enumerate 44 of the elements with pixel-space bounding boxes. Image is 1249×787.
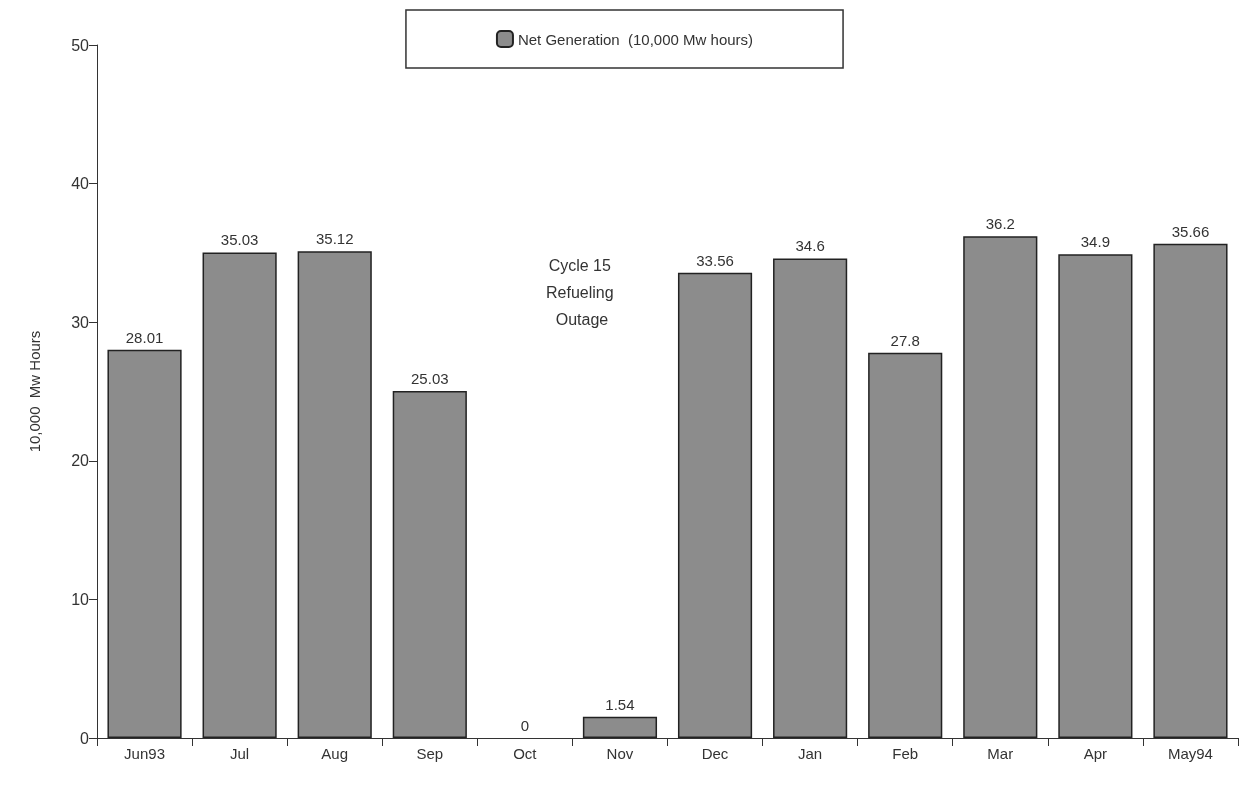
x-tick-label: Feb bbox=[892, 745, 919, 762]
data-label: 35.03 bbox=[220, 231, 259, 249]
y-axis-title: 10,000 Mw Hours bbox=[26, 330, 43, 453]
x-tick-label: Aug bbox=[321, 745, 349, 762]
data-label: 34.6 bbox=[795, 237, 825, 255]
data-label: 35.66 bbox=[1171, 222, 1210, 240]
data-label: 25.03 bbox=[411, 370, 449, 388]
bar bbox=[1058, 254, 1133, 738]
bar bbox=[868, 352, 943, 738]
x-tick-label: Apr bbox=[1083, 745, 1108, 762]
annotation: Cycle 15 Refueling Outage bbox=[545, 257, 619, 328]
x-tick-label: Jan bbox=[798, 745, 823, 762]
x-tick-label: Oct bbox=[513, 745, 538, 762]
data-label: 28.01 bbox=[125, 328, 164, 346]
bar bbox=[963, 236, 1038, 738]
data-label: 35.12 bbox=[315, 230, 354, 248]
bar bbox=[1153, 243, 1228, 738]
legend-label: Net Generation (10,000 Mw hours) bbox=[517, 30, 754, 48]
y-tick-label: 50 bbox=[71, 36, 90, 54]
x-tick-label: May94 bbox=[1167, 745, 1213, 762]
data-label: 33.56 bbox=[696, 251, 734, 269]
data-label: 1.54 bbox=[605, 695, 635, 713]
y-tick-label: 30 bbox=[71, 313, 90, 331]
x-tick-label: Dec bbox=[701, 745, 729, 762]
y-tick-label: 0 bbox=[80, 729, 90, 747]
bar bbox=[297, 251, 372, 738]
x-tick-label: Jul bbox=[230, 745, 250, 762]
bar bbox=[392, 391, 467, 738]
bar bbox=[582, 716, 658, 738]
bar bbox=[677, 272, 753, 738]
x-tick-label: Nov bbox=[606, 745, 634, 762]
x-tick-label: Sep bbox=[416, 745, 444, 762]
data-label: 27.8 bbox=[890, 331, 920, 349]
y-tick-label: 20 bbox=[71, 452, 90, 470]
data-label: 34.9 bbox=[1080, 233, 1110, 251]
x-tick-label: Jun93 bbox=[124, 745, 165, 762]
x-tick-label: Mar bbox=[987, 745, 1014, 762]
data-label: 36.2 bbox=[985, 215, 1015, 233]
bar bbox=[773, 258, 848, 738]
bar bbox=[107, 349, 182, 738]
bar bbox=[202, 252, 277, 738]
y-tick-label: 10 bbox=[71, 590, 90, 608]
y-tick-label: 40 bbox=[71, 175, 90, 193]
data-label: 0 bbox=[520, 717, 530, 734]
